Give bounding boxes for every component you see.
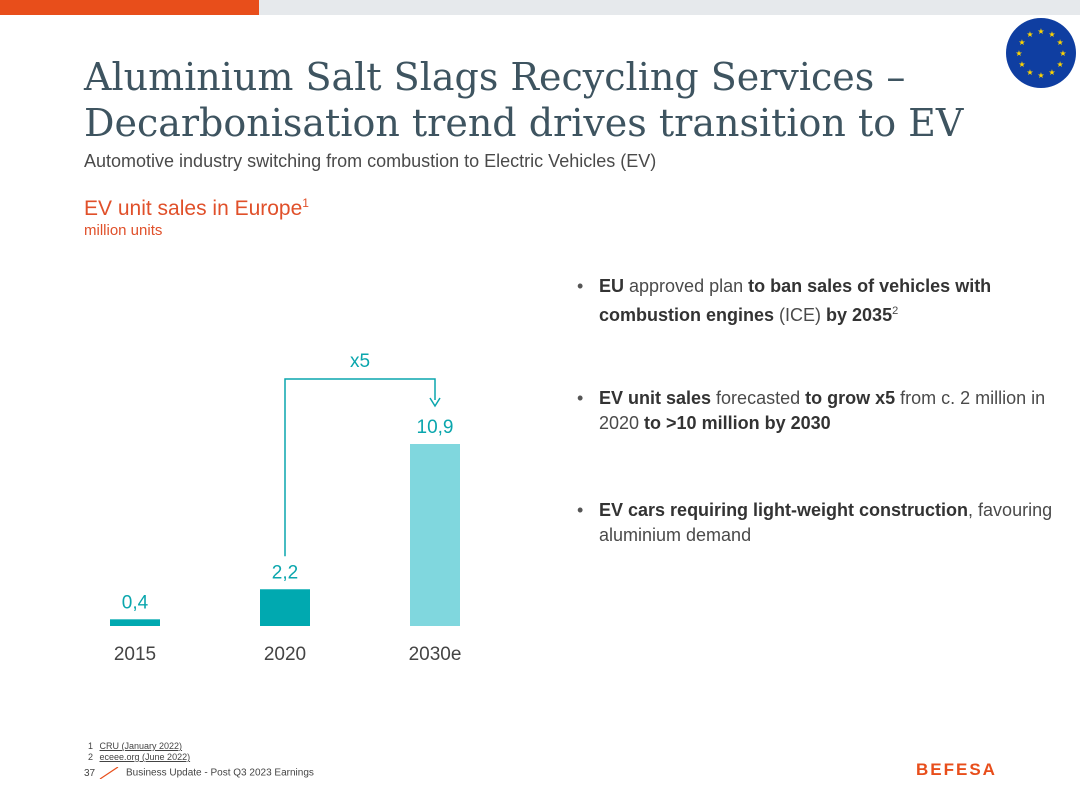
- data-label-2020: 2,2: [272, 562, 298, 583]
- bullet-text: , favouring aluminium demand: [599, 500, 1053, 545]
- divider-slash-icon: [99, 767, 119, 779]
- footnote-1: 1 CRU (January 2022): [88, 741, 183, 751]
- x-tick-label-2030e: 2030e: [409, 644, 462, 665]
- eu-star-icon: ★: [1056, 38, 1063, 47]
- eu-star-icon: ★: [1037, 71, 1044, 80]
- growth-bracket: [284, 378, 436, 557]
- eu-star-icon: ★: [1026, 30, 1033, 39]
- bullet-item: EV unit sales forecasted to grow x5 from…: [577, 386, 1069, 436]
- footnotes: 1 CRU (January 2022) 2 eceee.org (June 2…: [88, 741, 190, 763]
- bar-2030e: [410, 444, 460, 626]
- growth-arrow-icon: [429, 397, 441, 408]
- page-subtitle: Automotive industry switching from combu…: [84, 151, 657, 171]
- eu-star-icon: ★: [1048, 30, 1055, 39]
- eu-star-icon: ★: [1037, 27, 1044, 36]
- x-tick-label-2020: 2020: [264, 644, 306, 665]
- growth-annotation-label: x5: [350, 351, 370, 372]
- footnote-ref: 2: [892, 305, 899, 317]
- footer: 37 Business Update - Post Q3 2023 Earning…: [84, 767, 314, 779]
- eu-star-icon: ★: [1056, 60, 1063, 69]
- bullet-emphasis-text: to >10 million by 2030: [644, 413, 831, 433]
- chart-unit: million units: [84, 222, 163, 239]
- ev-sales-bar-chart: 0,4 2015 2,2 2020 10,9 2030e x5: [110, 351, 462, 665]
- bullet-text: (ICE): [774, 305, 827, 325]
- page-title: Aluminium Salt Slags Recycling Services …: [84, 55, 964, 145]
- eu-star-icon: ★: [1015, 49, 1022, 58]
- bullet-emphasis-text: by 2035: [826, 305, 893, 325]
- eu-star-icon: ★: [1059, 49, 1066, 58]
- data-label-2030e: 10,9: [417, 417, 454, 438]
- bullet-emphasis-text: EV unit sales: [599, 388, 712, 408]
- befesa-logo: BEFESA: [916, 760, 997, 779]
- eu-star-icon: ★: [1048, 68, 1055, 77]
- bullet-text: approved plan: [624, 276, 749, 296]
- bullet-emphasis-text: to grow x5: [805, 388, 896, 408]
- eu-star-icon: ★: [1018, 38, 1025, 47]
- bullet-item: EU approved plan to ban sales of vehicle…: [577, 274, 1069, 328]
- bullet-text: from c. 2 million in 2020: [599, 388, 1046, 433]
- data-label-2015: 0,4: [122, 592, 149, 613]
- bar-2015: [110, 619, 160, 626]
- bullet-emphasis-text: EV cars requiring light-weight construct…: [599, 500, 969, 520]
- bullet-text: forecasted: [711, 388, 806, 408]
- eu-star-icon: ★: [1018, 60, 1025, 69]
- bullet-emphasis-text: EU: [599, 276, 625, 296]
- eu-star-icon: ★: [1026, 68, 1033, 77]
- x-tick-label-2015: 2015: [114, 644, 156, 665]
- chart-title: EV unit sales in Europe1: [84, 196, 309, 220]
- page-number: 37: [84, 767, 96, 779]
- footnote-1-link[interactable]: CRU (January 2022): [99, 741, 183, 751]
- eu-flag-icon: ★ ★★★★★★★★★★★: [1006, 18, 1076, 88]
- bullet-emphasis-text: to ban sales of vehicles with combustion…: [599, 276, 992, 325]
- top-accent-bar: [0, 0, 259, 15]
- chart-title-footnote-ref: 1: [302, 196, 309, 210]
- bar-2020: [260, 589, 310, 626]
- bullet-item: EV cars requiring light-weight construct…: [577, 498, 1069, 548]
- footnote-2: 2 eceee.org (June 2022): [88, 752, 191, 762]
- top-bar: [259, 0, 1080, 15]
- footer-text: Business Update - Post Q3 2023 Earnings: [126, 767, 314, 779]
- footnote-2-link[interactable]: eceee.org (June 2022): [99, 752, 191, 762]
